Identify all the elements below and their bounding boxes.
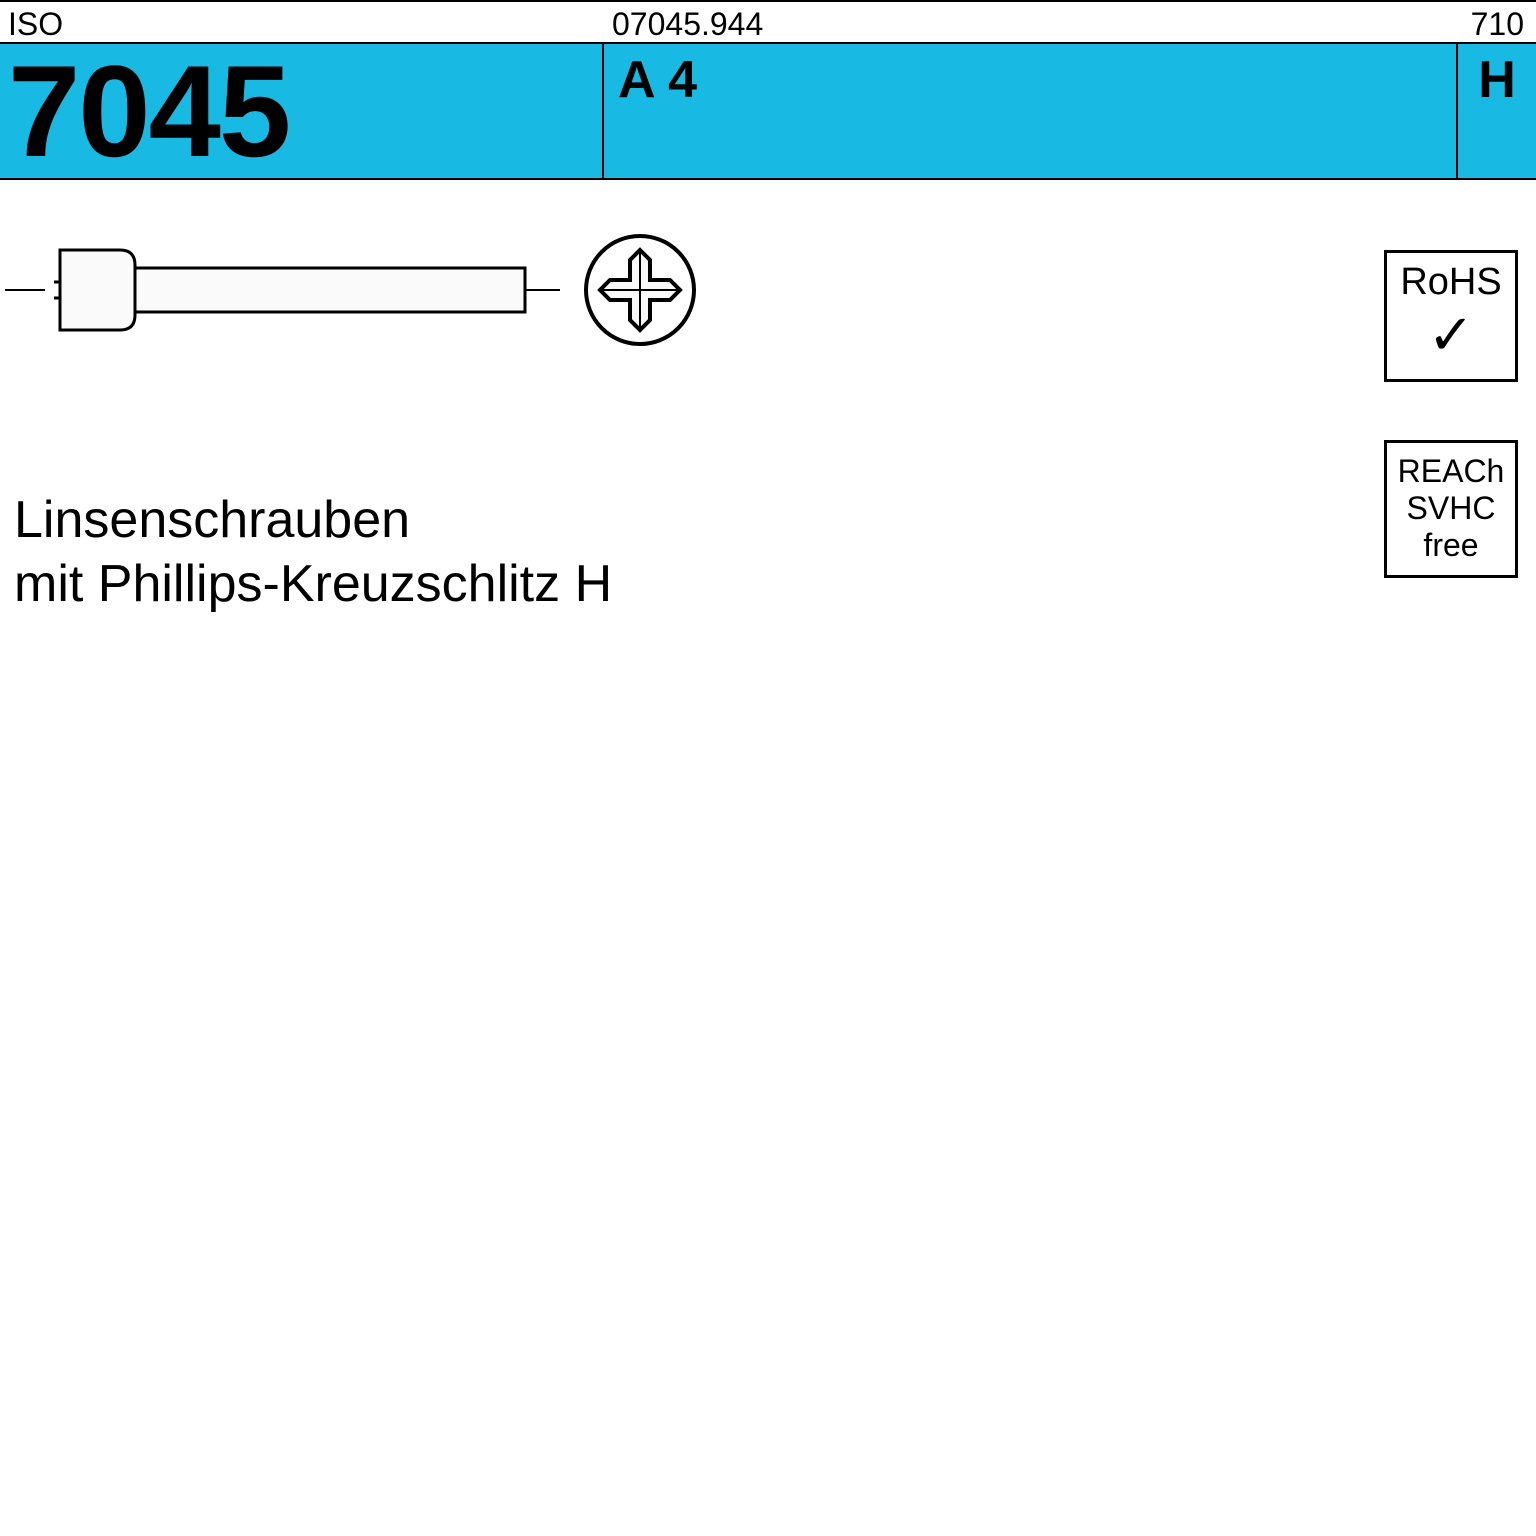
reach-line2: SVHC [1387,490,1515,527]
description-line1: Linsenschrauben [14,490,612,550]
reach-line3: free [1387,527,1515,564]
header-code-full: 07045.944 [604,2,1416,42]
reach-line1: REACh [1387,453,1515,490]
rohs-badge: RoHS ✓ [1384,250,1518,382]
diagram-area [0,180,1536,400]
reach-badge: REACh SVHC free [1384,440,1518,578]
screw-diagram-icon [0,220,720,360]
product-label: ISO 07045.944 710 7045 A 4 H [0,0,1536,1536]
material-text: A 4 [618,50,697,110]
header-blue-row: 7045 A 4 H [0,44,1536,180]
check-icon: ✓ [1387,307,1515,363]
header-standard: ISO [0,2,604,42]
description: Linsenschrauben mit Phillips-Kreuzschlit… [14,490,612,614]
code-text: 7045 [8,46,289,176]
rohs-label: RoHS [1387,263,1515,301]
header-code: 7045 [0,44,604,178]
header-number: 710 [1416,2,1536,42]
header-material: A 4 [604,44,1458,178]
drive-text: H [1478,50,1516,110]
description-line2: mit Phillips-Kreuzschlitz H [14,554,612,614]
header-drive: H [1458,44,1536,178]
